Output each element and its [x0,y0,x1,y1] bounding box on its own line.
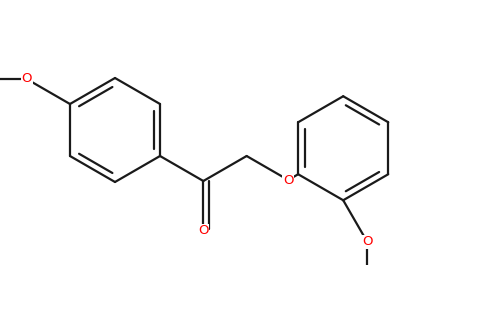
Text: O: O [22,73,32,86]
Text: O: O [198,224,208,237]
Text: O: O [362,235,372,248]
Text: O: O [283,174,294,187]
